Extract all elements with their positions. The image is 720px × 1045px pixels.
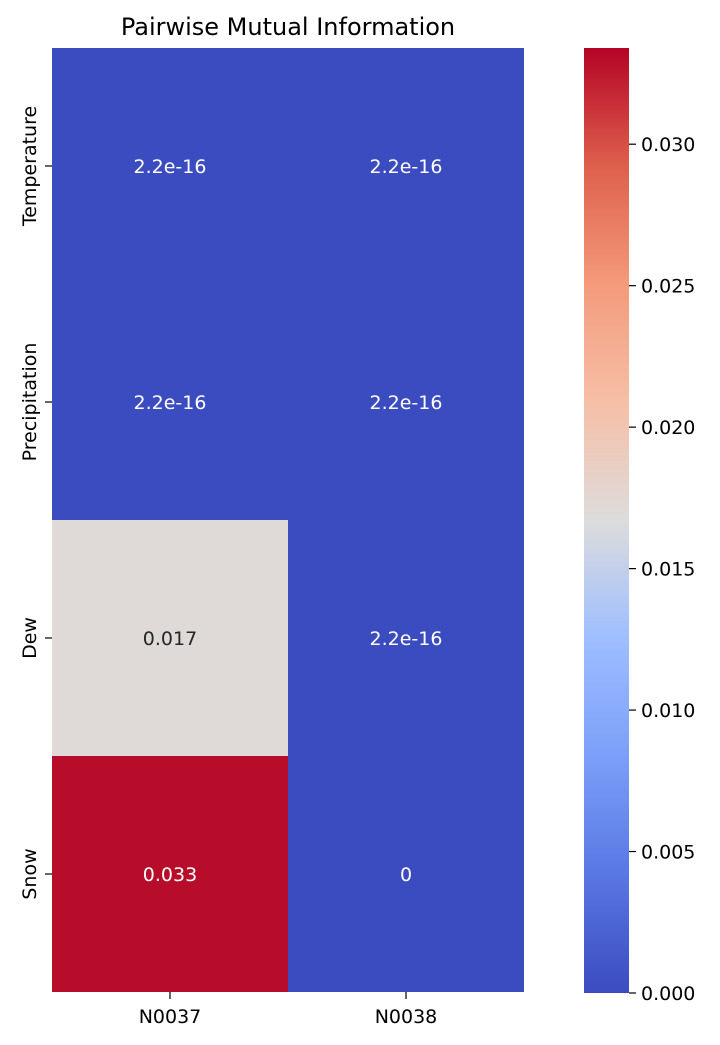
y-tick-label: Temperature — [19, 106, 41, 227]
cell-annotations: 2.2e-16 2.2e-16 2.2e-16 2.2e-16 0.017 2.2e-16… — [134, 156, 443, 886]
heatmap-cell — [52, 284, 288, 520]
heatmap-cell — [288, 48, 524, 284]
x-tick-label: N0038 — [375, 1006, 438, 1028]
cell-annotation: 2.2e-16 — [370, 392, 443, 414]
heatmap-cell — [52, 756, 288, 992]
cell-annotation: 0.033 — [143, 864, 197, 886]
heatmap-cell — [52, 48, 288, 284]
cell-annotation: 0.017 — [143, 628, 197, 650]
colorbar-tick-label: 0.025 — [641, 276, 695, 298]
colorbar-tick-label: 0.030 — [641, 134, 695, 156]
heatmap-cells — [52, 48, 524, 992]
cell-annotation: 2.2e-16 — [134, 156, 207, 178]
heatmap-cell — [288, 756, 524, 992]
colorbar-tick-label: 0.005 — [641, 842, 695, 864]
heatmap-cell — [288, 520, 524, 756]
y-axis: Temperature Precipitation Dew Snow — [19, 106, 52, 900]
colorbar-tick-label: 0.000 — [641, 983, 695, 1005]
cell-annotation: 2.2e-16 — [370, 156, 443, 178]
cell-annotation: 2.2e-16 — [134, 392, 207, 414]
y-tick-label: Dew — [19, 617, 41, 659]
cell-annotation: 0 — [400, 864, 412, 886]
heatmap-cell — [52, 520, 288, 756]
chart-title: Pairwise Mutual Information — [121, 13, 455, 41]
y-tick-label: Precipitation — [19, 343, 41, 462]
colorbar-tick-label: 0.010 — [641, 700, 695, 722]
x-axis: N0037 N0038 — [139, 992, 438, 1028]
colorbar-tick-label: 0.015 — [641, 559, 695, 581]
y-tick-label: Snow — [19, 848, 41, 899]
colorbar — [584, 48, 629, 993]
cell-annotation: 2.2e-16 — [370, 628, 443, 650]
colorbar-tick-label: 0.020 — [641, 417, 695, 439]
heatmap-cell — [288, 284, 524, 520]
colorbar-ticks: 0.000 0.005 0.010 0.015 0.020 0.025 0.030 — [629, 134, 695, 1005]
x-tick-label: N0037 — [139, 1006, 202, 1028]
